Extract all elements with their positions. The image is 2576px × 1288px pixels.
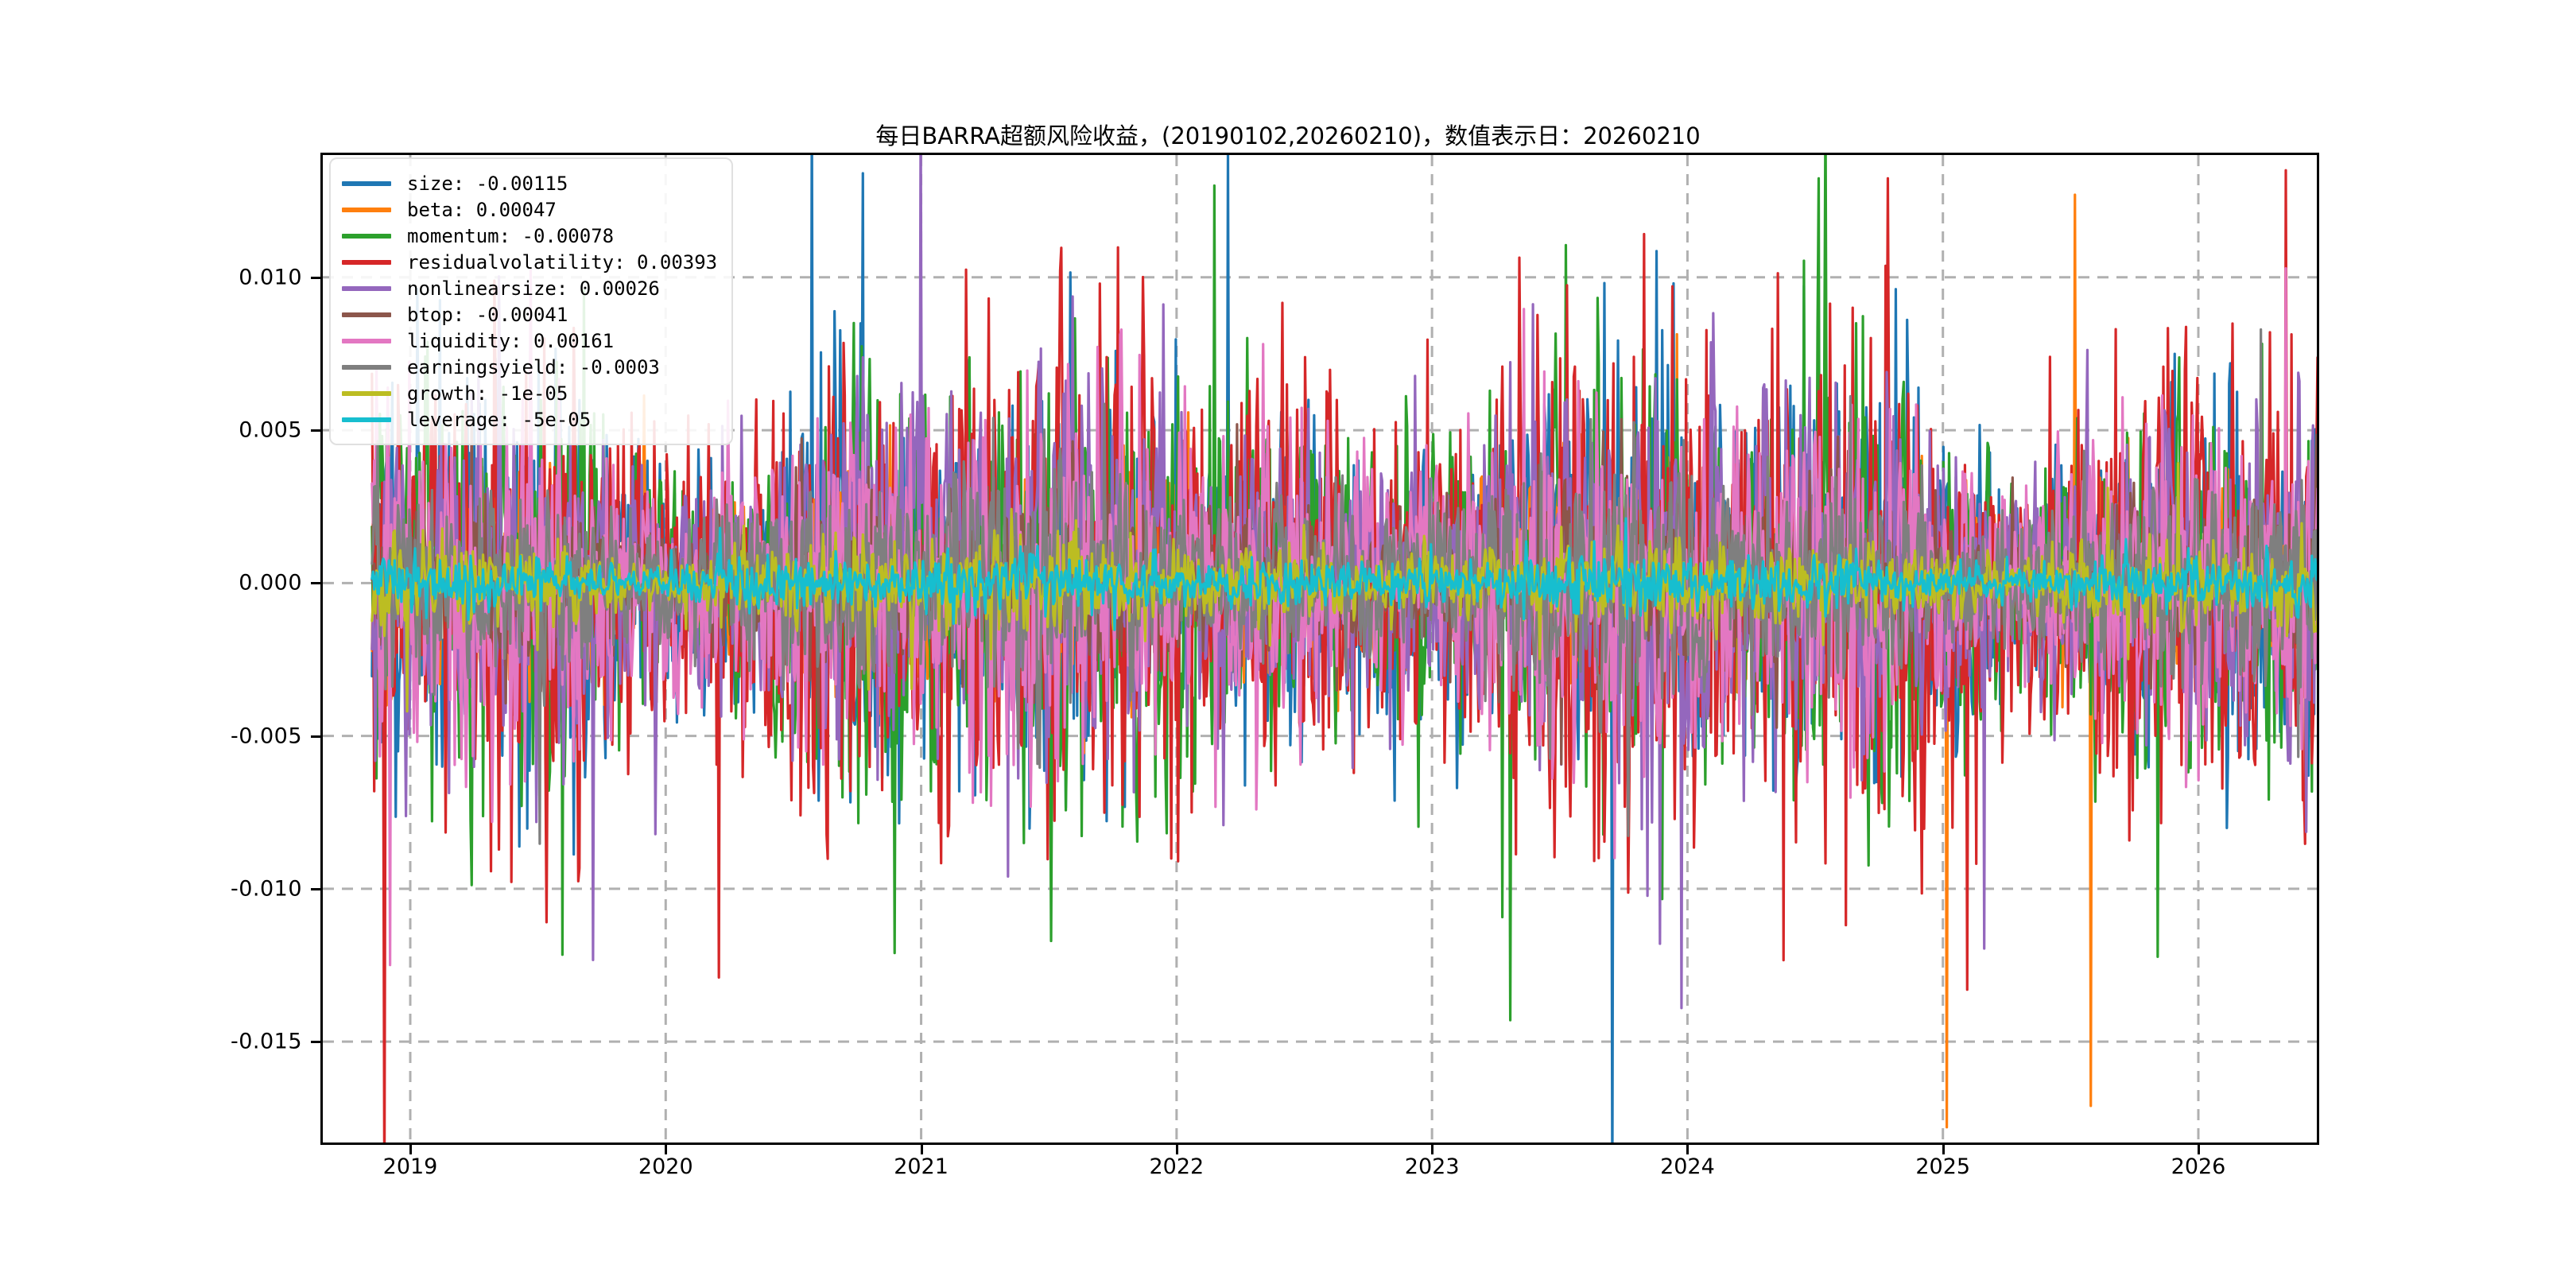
y-axis-tick-mark — [311, 735, 320, 738]
legend-color-swatch-icon — [342, 390, 391, 396]
x-axis-tick-label: 2026 — [2171, 1154, 2226, 1179]
x-axis-tick-label: 2024 — [1660, 1154, 1715, 1179]
legend-color-swatch-icon — [342, 180, 391, 186]
x-axis-tick-mark — [1431, 1145, 1434, 1154]
y-axis-tick-label: -0.010 — [230, 876, 302, 902]
legend-item-label: leverage: -5e-05 — [407, 408, 592, 431]
y-axis-tick-mark — [311, 1041, 320, 1044]
legend-color-swatch-icon — [342, 233, 391, 239]
legend-item-label: earningsyield: -0.0003 — [407, 355, 660, 378]
chart-title: 每日BARRA超额风险收益，(20190102,20260210)，数值表示日：… — [875, 122, 1701, 149]
chart-canvas — [323, 155, 2317, 1143]
legend-color-swatch-icon — [342, 207, 391, 212]
legend-item-earningsyield[interactable]: earningsyield: -0.0003 — [342, 354, 717, 380]
legend-item-label: nonlinearsize: 0.00026 — [407, 277, 660, 300]
y-axis-tick-mark — [311, 429, 320, 433]
legend-color-swatch-icon — [342, 417, 391, 422]
x-axis-tick-label: 2022 — [1149, 1154, 1205, 1179]
y-axis-tick-label: 0.000 — [239, 570, 302, 596]
x-axis-tick-mark — [1942, 1145, 1945, 1154]
x-axis-tick-mark — [1686, 1145, 1690, 1154]
chart-legend: size: -0.00115 beta: 0.00047 momentum: -0.… — [329, 157, 734, 445]
legend-item-label: btop: -0.00041 — [407, 303, 568, 326]
legend-item-label: residualvolatility: 0.00393 — [407, 250, 718, 274]
legend-item-liquidity[interactable]: liquidity: 0.00161 — [342, 328, 717, 354]
x-axis-tick-label: 2019 — [382, 1154, 438, 1179]
x-axis-tick-mark — [1175, 1145, 1178, 1154]
legend-item-beta[interactable]: beta: 0.00047 — [342, 196, 717, 223]
legend-item-size[interactable]: size: -0.00115 — [342, 170, 717, 196]
legend-color-swatch-icon — [342, 285, 391, 291]
legend-item-leverage[interactable]: leverage: -5e-05 — [342, 406, 717, 433]
y-axis-tick-label: 0.010 — [239, 265, 302, 290]
legend-color-swatch-icon — [342, 259, 391, 265]
x-axis-tick-mark — [920, 1145, 923, 1154]
series-line-leverage — [370, 517, 2317, 631]
y-axis-tick-mark — [311, 582, 320, 585]
legend-item-label: momentum: -0.00078 — [407, 224, 615, 247]
legend-color-swatch-icon — [342, 312, 391, 317]
x-axis-tick-label: 2025 — [1915, 1154, 1971, 1179]
y-axis-tick-label: -0.015 — [230, 1029, 302, 1054]
y-axis-tick-label: -0.005 — [230, 724, 302, 749]
x-axis-tick-mark — [2198, 1145, 2200, 1154]
legend-item-growth[interactable]: growth: -1e-05 — [342, 380, 717, 406]
x-axis-tick-mark — [665, 1145, 668, 1154]
legend-item-momentum[interactable]: momentum: -0.00078 — [342, 223, 717, 249]
legend-item-btop[interactable]: btop: -0.00041 — [342, 301, 717, 328]
y-axis-tick-label: 0.005 — [239, 417, 302, 443]
x-axis-tick-mark — [409, 1145, 412, 1154]
legend-item-label: beta: 0.00047 — [407, 198, 557, 221]
legend-color-swatch-icon — [342, 338, 391, 343]
legend-item-nonlinearsize[interactable]: nonlinearsize: 0.00026 — [342, 275, 717, 301]
x-axis-tick-label: 2021 — [894, 1154, 949, 1179]
x-axis-tick-label: 2020 — [638, 1154, 693, 1179]
legend-item-label: liquidity: 0.00161 — [407, 329, 615, 352]
y-axis-tick-mark — [311, 887, 320, 890]
x-axis-tick-label: 2023 — [1404, 1154, 1460, 1179]
y-axis-tick-mark — [311, 276, 320, 279]
legend-item-label: growth: -1e-05 — [407, 382, 568, 405]
legend-color-swatch-icon — [342, 364, 391, 370]
legend-item-label: size: -0.00115 — [407, 172, 568, 195]
legend-item-residualvolatility[interactable]: residualvolatility: 0.00393 — [342, 249, 717, 275]
